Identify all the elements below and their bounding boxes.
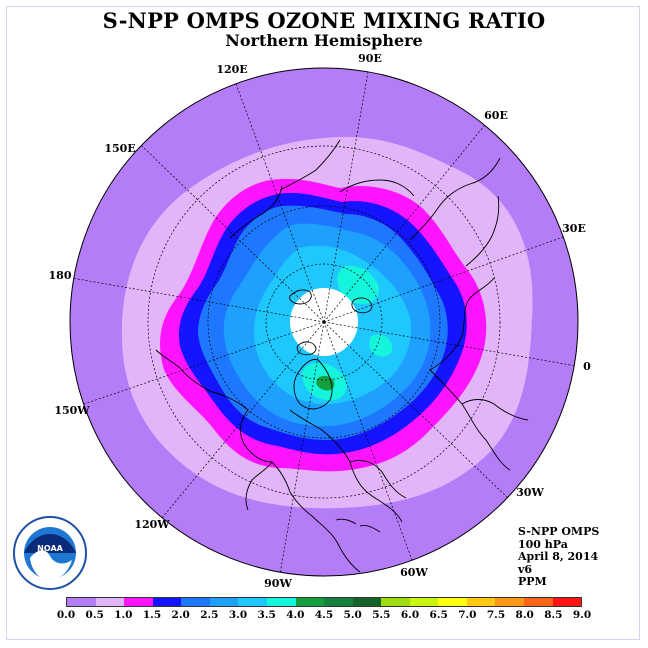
- colorbar-segment: [124, 598, 153, 606]
- colorbar-tick-label: 2.0: [171, 609, 190, 621]
- longitude-labels: 90E 60E 30E 0 30W 60W 90W 120W 150W 180 …: [49, 52, 592, 590]
- contour-3.5-c: [369, 334, 393, 357]
- colorbar-tick-label: 6.5: [429, 609, 448, 621]
- colorbar-tick-label: 1.0: [114, 609, 133, 621]
- lon-label-120e: 120E: [216, 63, 247, 76]
- noaa-logo: NOAA: [13, 516, 87, 590]
- lon-label-60e: 60E: [484, 109, 508, 122]
- info-block: S-NPP OMPS 100 hPa April 8, 2014 v6 PPM: [518, 525, 600, 589]
- colorbar-tick-label: 7.0: [458, 609, 477, 621]
- noaa-logo-text: NOAA: [37, 544, 63, 553]
- colorbar-segment: [352, 598, 382, 606]
- lon-label-180: 180: [49, 269, 72, 282]
- colorbar-segment: [181, 598, 210, 606]
- colorbar-segment: [466, 598, 496, 606]
- lon-label-30e: 30E: [562, 222, 586, 235]
- colorbar-segment: [266, 598, 296, 606]
- info-satellite: S-NPP OMPS: [518, 525, 600, 538]
- info-date: April 8, 2014: [518, 550, 599, 563]
- colorbar-segment: [152, 598, 182, 606]
- colorbar-segment: [552, 598, 582, 606]
- colorbar-tick-label: 4.5: [314, 609, 334, 621]
- map-subtitle: Northern Hemisphere: [225, 31, 423, 50]
- figure-frame: [6, 6, 640, 640]
- coastlines: [155, 139, 529, 573]
- colorbar-ticks: 0.0 0.5 1.0 1.5 2.0 2.5 3.0 3.5 4.0 4.5 5.0 5.5 6.0 6…: [57, 609, 591, 623]
- colorbar-tick-label: 3.0: [228, 609, 248, 621]
- meridians: [71, 71, 577, 575]
- lon-label-150w: 150W: [54, 404, 90, 417]
- info-version: v6: [518, 562, 533, 576]
- colorbar-segment: [438, 598, 467, 606]
- colorbar-tick-label: 8.5: [544, 609, 563, 621]
- colorbar-segment: [95, 598, 125, 606]
- colorbar-segment: [524, 598, 553, 606]
- colorbar-tick-label: 4.0: [286, 609, 305, 621]
- lon-label-60w: 60W: [400, 566, 428, 579]
- info-units: PPM: [518, 575, 547, 588]
- lon-label-30w: 30W: [516, 486, 544, 499]
- colorbar-segment: [409, 598, 439, 606]
- colorbar-segment: [238, 598, 267, 606]
- contour-3.5-a: [337, 265, 380, 304]
- latitude-circles: [147, 145, 501, 499]
- colorbar-tick-label: 2.5: [200, 609, 219, 621]
- map-border: [69, 67, 579, 577]
- colorbar-segment: [209, 598, 239, 606]
- lon-label-120w: 120W: [134, 518, 170, 531]
- colorbar-segment: [67, 598, 96, 606]
- lon-label-90w: 90W: [264, 577, 292, 590]
- map-title: S-NPP OMPS OZONE MIXING RATIO: [102, 8, 546, 33]
- colorbar: [66, 597, 582, 607]
- colorbar-segment: [324, 598, 353, 606]
- colorbar-tick-label: 6.0: [400, 609, 420, 621]
- info-pressure-level: 100 hPa: [518, 537, 568, 551]
- colorbar-segment: [381, 598, 410, 606]
- colorbar-tick-label: 1.5: [142, 609, 162, 621]
- lon-label-90e: 90E: [358, 52, 382, 65]
- colorbar-segment: [295, 598, 325, 606]
- colorbar-tick-label: 0.0: [56, 609, 76, 621]
- colorbar-tick-label: 9.0: [572, 609, 592, 621]
- colorbar-tick-label: 7.5: [486, 609, 506, 621]
- colorbar-tick-label: 8.0: [515, 609, 534, 621]
- lon-label-0: 0: [583, 360, 591, 373]
- colorbar-tick-label: 0.5: [85, 609, 104, 621]
- colorbar-tick-label: 5.0: [343, 609, 362, 621]
- colorbar-tick-label: 3.5: [257, 609, 276, 621]
- colorbar-tick-label: 5.5: [372, 609, 391, 621]
- lon-label-150e: 150E: [104, 142, 135, 155]
- colorbar-segment: [495, 598, 524, 606]
